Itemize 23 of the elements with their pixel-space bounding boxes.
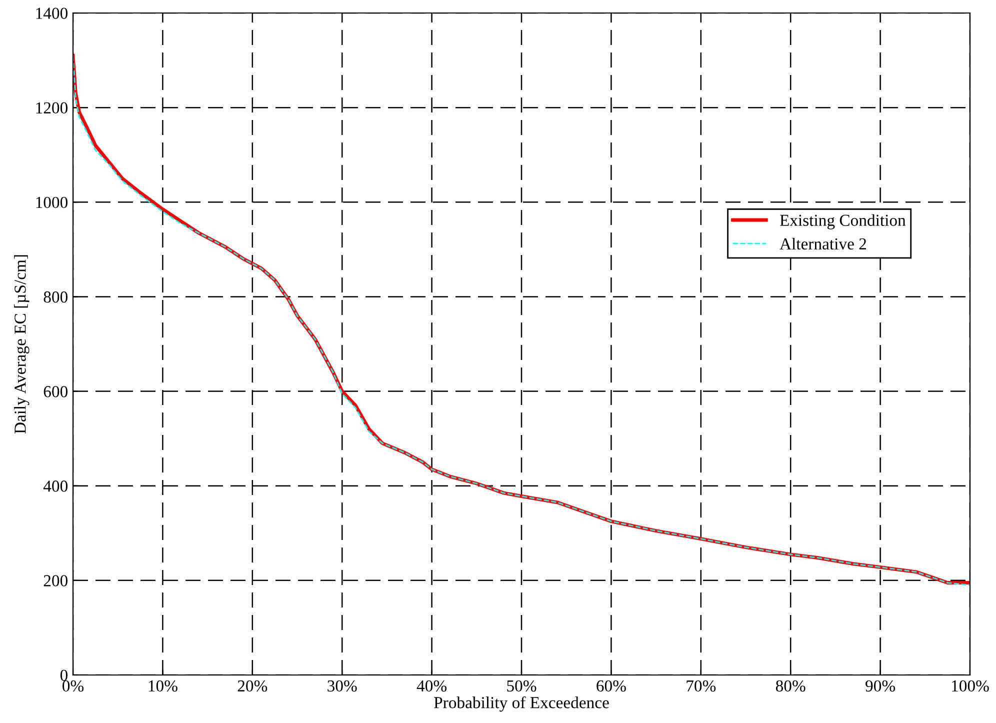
x-tick-label: 50% (507, 680, 536, 692)
y-tick-label: 200 (44, 575, 68, 586)
x-tick-label: 30% (328, 680, 357, 692)
y-tick-label: 800 (44, 291, 68, 303)
y-tick-label: 1000 (36, 196, 68, 208)
x-tick-label: 80% (776, 680, 806, 692)
x-tick-label: 20% (238, 680, 268, 692)
legend-label: Existing Condition (780, 214, 906, 230)
x-tick-label: 10% (148, 680, 178, 692)
x-axis-title: Probability of Exceedence (434, 696, 609, 712)
x-tick-label: 90% (866, 680, 896, 692)
y-tick-label: 0 (60, 670, 68, 681)
y-tick-label: 1400 (36, 8, 68, 19)
y-axis-title: Daily Average EC [µS/cm] (14, 255, 30, 434)
x-tick-label: 70% (686, 680, 716, 692)
y-tick-label: 400 (43, 480, 68, 492)
x-tick-label: 0% (62, 680, 84, 692)
x-tick-label: 40% (416, 680, 447, 692)
legend-label: Alternative 2 (780, 238, 866, 250)
x-tick-label: 60% (596, 680, 626, 692)
y-tick-label: 600 (44, 386, 68, 398)
x-tick-label: 100% (952, 680, 989, 692)
y-tick-label: 1200 (36, 102, 68, 114)
